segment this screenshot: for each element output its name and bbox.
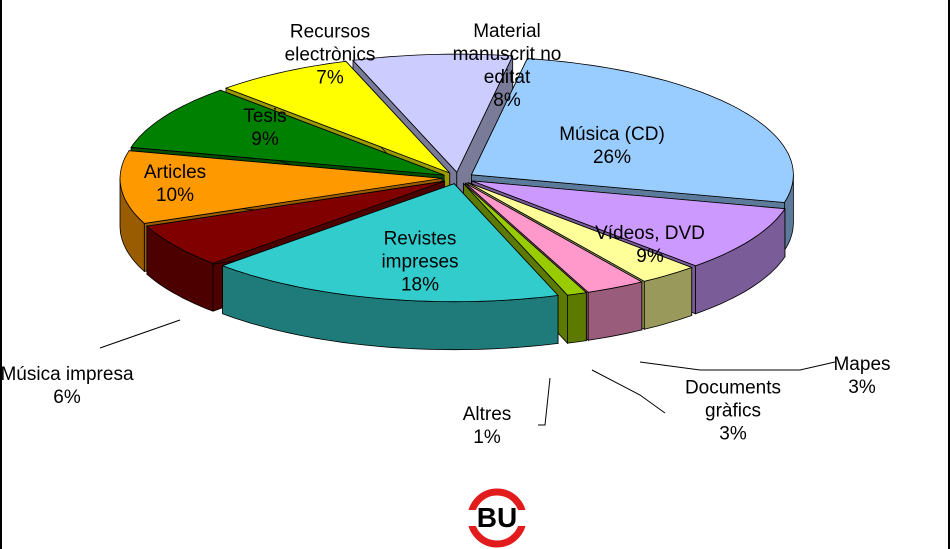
slice-label: Documents gràfics 3% xyxy=(668,377,798,446)
value-label: 18% xyxy=(400,274,440,296)
slice xyxy=(221,183,559,303)
leader-line xyxy=(639,361,836,371)
slice-label: Música impresa 6% xyxy=(0,363,167,409)
value-label: 1% xyxy=(473,427,501,448)
slice xyxy=(352,53,514,173)
category-label: Música (CD) xyxy=(559,124,665,145)
category-label: Revistes impreses xyxy=(381,228,459,273)
value-label: 8% xyxy=(493,90,521,111)
slice xyxy=(130,89,445,176)
logo: BU xyxy=(467,488,527,548)
slice xyxy=(145,180,445,264)
slice xyxy=(224,60,450,174)
value-label: 6% xyxy=(53,387,81,408)
leader-line xyxy=(99,319,181,349)
value-label: 10% xyxy=(155,185,195,206)
category-label: Vídeos, DVD xyxy=(595,223,705,244)
value-label: 26% xyxy=(592,147,632,168)
value-label: 9% xyxy=(251,129,279,150)
slice-label: Mapes 3% xyxy=(822,353,902,399)
leader-lines xyxy=(99,319,836,426)
slice xyxy=(119,150,443,224)
slice xyxy=(471,180,786,267)
slice xyxy=(467,182,693,282)
value-label: 9% xyxy=(636,246,664,267)
category-label: Recursos electrònics xyxy=(284,21,376,66)
category-label: Música impresa xyxy=(0,364,134,385)
logo-text: BU xyxy=(477,502,517,533)
pie xyxy=(119,53,794,351)
value-label: 3% xyxy=(848,377,876,398)
slice-wall xyxy=(567,292,587,344)
slice-label: Vídeos, DVD 9% xyxy=(565,222,735,268)
category-label: Material manuscrit no editat xyxy=(452,21,562,88)
slice-label: Material manuscrit no editat 8% xyxy=(442,20,572,112)
slice-label: Altres 1% xyxy=(452,403,522,449)
category-label: Documents gràfics xyxy=(684,377,782,422)
value-label: 7% xyxy=(316,67,344,89)
category-label: Mapes xyxy=(833,354,891,375)
slice-label: Música (CD) 26% xyxy=(527,123,697,169)
slice-label: Recursos electrònics 7% xyxy=(265,21,395,90)
slice xyxy=(470,58,794,203)
leader-line xyxy=(538,377,551,426)
slice-label: Revistes impreses 18% xyxy=(360,228,480,297)
category-label: Articles xyxy=(143,162,207,183)
slice-label: Tesis 9% xyxy=(225,105,305,151)
slice xyxy=(465,182,643,293)
slice xyxy=(463,183,588,296)
logo-gap xyxy=(467,510,527,526)
category-label: Tesis xyxy=(243,106,287,127)
value-label: 3% xyxy=(719,423,747,445)
leader-line xyxy=(591,369,666,414)
category-label: Altres xyxy=(462,404,512,425)
slice-label: Articles 10% xyxy=(130,161,220,207)
